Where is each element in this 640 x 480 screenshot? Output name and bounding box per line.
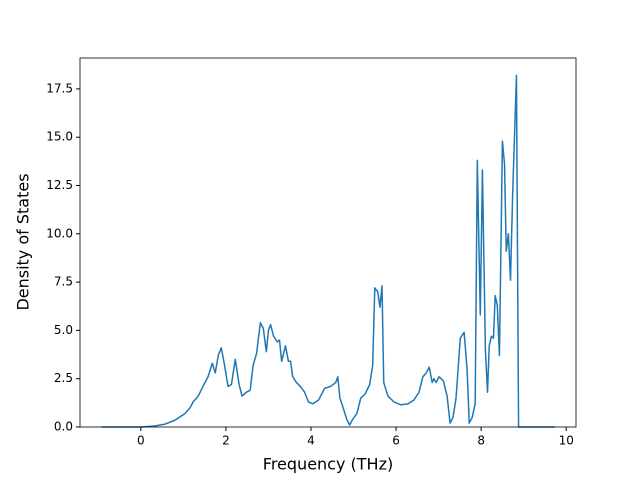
x-tick-label: 4 bbox=[307, 434, 315, 448]
x-tick-label: 6 bbox=[392, 434, 400, 448]
x-axis-label: Frequency (THz) bbox=[263, 455, 393, 474]
x-tick-label: 2 bbox=[222, 434, 230, 448]
data-line bbox=[101, 74, 555, 428]
y-tick-label: 5.0 bbox=[54, 323, 73, 337]
x-tick-label: 10 bbox=[559, 434, 574, 448]
x-tick-label: 8 bbox=[477, 434, 485, 448]
y-tick-label: 7.5 bbox=[54, 275, 73, 289]
x-tick-label: 0 bbox=[137, 434, 145, 448]
y-axis-label: Density of States bbox=[14, 173, 33, 310]
y-tick-label: 10.0 bbox=[46, 226, 73, 240]
y-tick-label: 15.0 bbox=[46, 130, 73, 144]
y-tick-label: 17.5 bbox=[46, 81, 73, 95]
y-tick-label: 12.5 bbox=[46, 178, 73, 192]
y-tick-label: 0.0 bbox=[54, 420, 73, 434]
y-tick-label: 2.5 bbox=[54, 371, 73, 385]
plot-frame bbox=[79, 57, 577, 428]
